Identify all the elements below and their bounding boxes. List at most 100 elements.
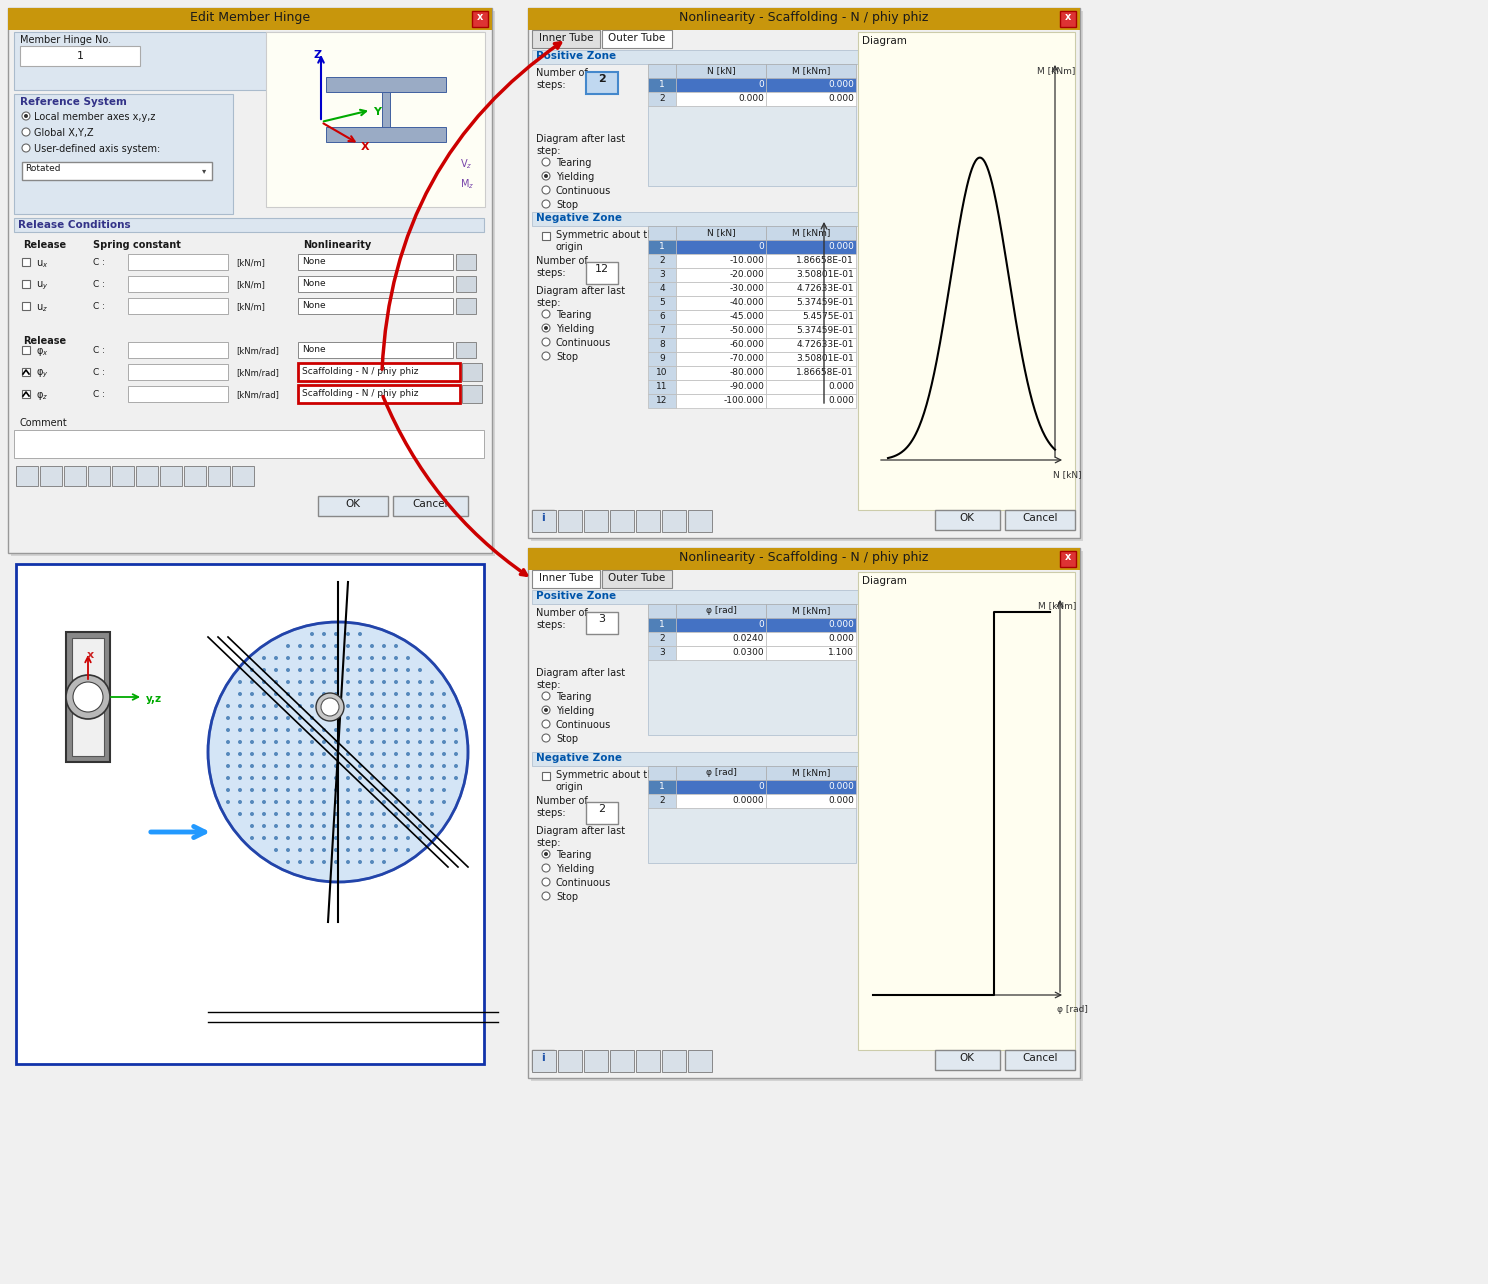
Circle shape — [274, 668, 278, 672]
Circle shape — [321, 704, 326, 707]
Text: Comment: Comment — [19, 419, 68, 428]
Circle shape — [321, 788, 326, 792]
Text: Inner Tube: Inner Tube — [539, 33, 594, 42]
Circle shape — [321, 632, 326, 636]
Circle shape — [286, 668, 290, 672]
Bar — [766, 92, 856, 107]
Circle shape — [321, 752, 326, 756]
Text: i: i — [542, 1053, 545, 1063]
Text: 2: 2 — [659, 634, 665, 643]
Circle shape — [347, 764, 350, 768]
Bar — [676, 352, 766, 366]
Circle shape — [418, 788, 423, 792]
Text: ▾: ▾ — [202, 167, 207, 176]
Bar — [766, 309, 856, 324]
Text: 10: 10 — [656, 369, 668, 377]
Circle shape — [321, 740, 326, 743]
Text: 0: 0 — [759, 80, 763, 89]
Bar — [455, 276, 476, 291]
Bar — [647, 282, 676, 297]
Circle shape — [347, 645, 350, 648]
Bar — [766, 64, 856, 78]
Text: 1.100: 1.100 — [829, 648, 854, 657]
Text: y,z: y,z — [146, 693, 162, 704]
Bar — [676, 226, 766, 240]
Circle shape — [310, 632, 314, 636]
Bar — [88, 466, 110, 487]
Circle shape — [321, 668, 326, 672]
Circle shape — [333, 764, 338, 768]
Bar — [766, 268, 856, 282]
Circle shape — [274, 656, 278, 660]
Circle shape — [286, 847, 290, 853]
Bar — [766, 380, 856, 394]
Bar — [647, 226, 676, 240]
Text: step:: step: — [536, 146, 561, 155]
Circle shape — [274, 811, 278, 817]
Circle shape — [298, 668, 302, 672]
Circle shape — [359, 836, 362, 840]
Bar — [647, 107, 856, 186]
Bar — [766, 394, 856, 408]
Circle shape — [382, 752, 385, 756]
Circle shape — [347, 704, 350, 707]
Circle shape — [542, 309, 551, 318]
Circle shape — [321, 656, 326, 660]
Circle shape — [310, 681, 314, 684]
Circle shape — [286, 681, 290, 684]
Circle shape — [406, 716, 411, 720]
Text: 4.72633E-01: 4.72633E-01 — [796, 340, 854, 349]
Bar — [298, 385, 460, 403]
Text: Diagram: Diagram — [862, 577, 906, 586]
Circle shape — [274, 788, 278, 792]
Text: Yielding: Yielding — [557, 324, 594, 334]
Bar — [531, 551, 1083, 1081]
Bar — [298, 342, 452, 358]
Bar — [533, 570, 600, 588]
Bar — [318, 496, 388, 516]
Text: 5: 5 — [659, 298, 665, 307]
Bar — [610, 1050, 634, 1072]
Text: User-defined axis system:: User-defined axis system: — [34, 144, 161, 154]
Circle shape — [226, 800, 231, 804]
Bar — [687, 1050, 711, 1072]
Text: -10.000: -10.000 — [729, 256, 763, 265]
Text: Diagram after last: Diagram after last — [536, 286, 625, 297]
Circle shape — [274, 836, 278, 840]
Circle shape — [333, 656, 338, 660]
Circle shape — [406, 704, 411, 707]
Text: 2: 2 — [598, 74, 606, 83]
Bar — [1059, 551, 1076, 568]
Bar — [533, 50, 1074, 64]
Circle shape — [406, 776, 411, 779]
Bar — [10, 12, 496, 556]
Bar — [583, 1050, 609, 1072]
Bar — [461, 385, 482, 403]
Circle shape — [454, 776, 458, 779]
Circle shape — [382, 716, 385, 720]
Circle shape — [298, 764, 302, 768]
Circle shape — [454, 764, 458, 768]
Bar — [533, 1050, 554, 1070]
Circle shape — [382, 847, 385, 853]
Text: None: None — [302, 300, 326, 309]
Text: Positive Zone: Positive Zone — [536, 591, 616, 601]
Circle shape — [382, 728, 385, 732]
Circle shape — [262, 764, 266, 768]
Circle shape — [347, 811, 350, 817]
Bar — [22, 369, 30, 376]
Text: steps:: steps: — [536, 268, 565, 279]
Bar — [766, 226, 856, 240]
Circle shape — [286, 788, 290, 792]
Text: X: X — [362, 143, 369, 152]
Circle shape — [430, 800, 434, 804]
Circle shape — [418, 728, 423, 732]
Circle shape — [238, 776, 243, 779]
Circle shape — [250, 681, 254, 684]
Bar — [455, 342, 476, 358]
Circle shape — [394, 704, 397, 707]
Circle shape — [321, 645, 326, 648]
Circle shape — [371, 645, 373, 648]
Text: Nonlinearity - Scaffolding - N / phiy phiz: Nonlinearity - Scaffolding - N / phiy ph… — [680, 12, 929, 24]
Text: φ$_x$: φ$_x$ — [36, 345, 49, 358]
